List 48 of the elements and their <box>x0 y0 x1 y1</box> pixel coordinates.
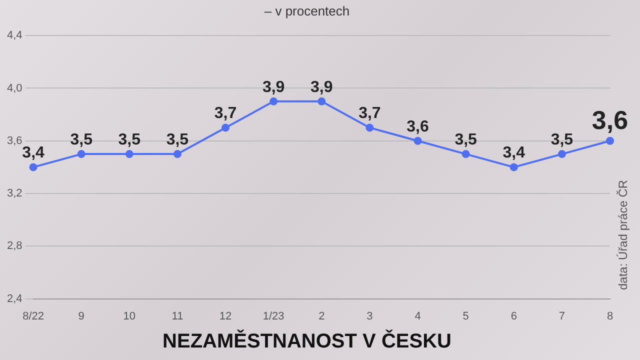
data-label: 3,7 <box>214 105 237 122</box>
x-tick-label: 4 <box>414 310 421 322</box>
point <box>173 150 182 158</box>
data-label: 3,7 <box>358 105 381 122</box>
point <box>125 150 134 158</box>
y-tick-label: 4,4 <box>6 30 22 42</box>
data-label: 3,4 <box>502 144 526 162</box>
data-label: 3,5 <box>166 131 189 148</box>
x-tick-label: 3 <box>366 310 373 322</box>
point <box>77 150 86 158</box>
point <box>270 97 278 106</box>
x-tick-label: 8/22 <box>22 310 44 322</box>
point <box>510 163 518 172</box>
data-label: 3,5 <box>550 131 574 148</box>
y-tick-label: 3,6 <box>6 134 22 147</box>
x-tick-label: 1/23 <box>262 310 284 322</box>
text: data: Úřad práce ČR <box>616 180 630 290</box>
x-tick-label: 10 <box>123 310 136 322</box>
y-tick-label: 4,0 <box>6 82 22 94</box>
y-tick-label: 2,8 <box>6 240 22 252</box>
data-label: 3,9 <box>310 78 333 96</box>
y-tick-label: 3,2 <box>6 188 22 200</box>
data-label: 3,4 <box>22 144 45 162</box>
x-tick-label: 12 <box>219 310 232 322</box>
data-label: 3,5 <box>70 131 93 148</box>
point <box>462 150 470 158</box>
data-label: 3,9 <box>262 78 285 96</box>
data-label: 3,6 <box>592 105 628 136</box>
data-label: 3,5 <box>454 131 478 148</box>
x-tick-label: 9 <box>78 310 84 322</box>
text: NEZAMĚSTNANOST V ČESKU <box>162 330 452 353</box>
x-tick-label: 8 <box>606 310 614 322</box>
data-label: 3,6 <box>406 118 429 136</box>
point <box>29 163 38 172</box>
chart-subtitle: – v procentech <box>264 3 350 18</box>
x-tick-label: 11 <box>172 310 184 322</box>
point <box>606 136 614 145</box>
point <box>558 150 566 158</box>
x-tick-label: 7 <box>558 310 566 322</box>
point <box>366 124 374 132</box>
x-tick-label: 6 <box>510 310 517 322</box>
data-label: 3,5 <box>118 131 141 148</box>
point <box>318 97 326 106</box>
x-tick-label: 5 <box>462 310 469 322</box>
point <box>222 124 230 132</box>
x-tick-label: 2 <box>318 310 325 322</box>
y-tick-label: 2,4 <box>6 292 22 305</box>
point <box>414 136 422 145</box>
